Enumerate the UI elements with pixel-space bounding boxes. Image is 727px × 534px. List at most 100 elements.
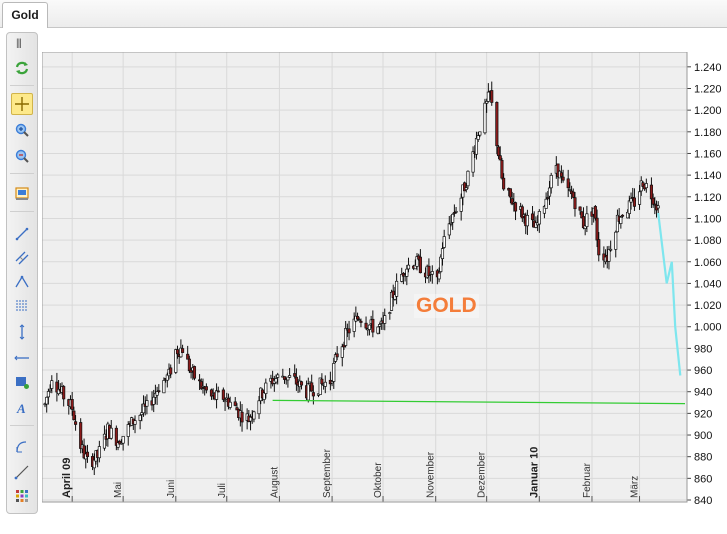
candle-down [632, 197, 636, 207]
candle-down [364, 322, 368, 329]
candle-down [192, 366, 197, 379]
candle-down [356, 315, 360, 320]
candle-up [451, 213, 455, 223]
toolbar-grip-icon[interactable]: ||| [16, 38, 22, 49]
candle-up [607, 249, 611, 262]
plot-area[interactable] [42, 52, 687, 502]
candle-up [644, 183, 648, 189]
candle-up [406, 264, 411, 270]
y-tick-label: 980 [694, 343, 712, 355]
vertical-line-button[interactable] [11, 321, 33, 343]
candle-down [359, 320, 363, 323]
y-tick-label: 1.040 [694, 278, 722, 290]
angle-tool-button[interactable] [11, 271, 33, 293]
candle-down [502, 177, 506, 190]
zoom-in-button[interactable] [11, 119, 33, 141]
price-chart[interactable]: 840 860 880 900 920 940 960 980 1.000 1.020 1.040 1… [42, 52, 727, 504]
candle-up [474, 138, 479, 155]
y-tick-label: 940 [694, 387, 712, 399]
chart-settings-button[interactable] [11, 183, 33, 205]
arc-tool-icon [16, 441, 27, 453]
candle-up [174, 349, 178, 373]
candle-up [549, 174, 553, 189]
refresh-button[interactable] [11, 57, 33, 79]
candle-up [627, 200, 631, 215]
zoom-out-button[interactable] [11, 145, 33, 167]
candle-down [597, 239, 601, 256]
x-tick-label: März [630, 476, 641, 498]
candle-up [459, 197, 463, 212]
candle-up [464, 187, 468, 190]
candle-up [274, 378, 278, 383]
toolbar-separator [10, 85, 34, 86]
candle-down [595, 217, 599, 241]
candle-up [286, 376, 290, 381]
candlestick-chart[interactable]: 840 860 880 900 920 940 960 980 1.000 1.020 1.040 1… [42, 52, 727, 504]
candle-up [340, 346, 344, 358]
candle-up [306, 383, 310, 401]
candle-up [376, 326, 380, 334]
candle-up [145, 400, 149, 407]
overlays [272, 212, 686, 405]
ray-line-icon [14, 465, 29, 480]
candle-up [415, 256, 419, 267]
trend-line-button[interactable] [11, 223, 33, 245]
x-tick-label: Mai [113, 482, 124, 498]
projection-line [657, 212, 682, 376]
channel-line-button[interactable] [11, 247, 33, 269]
horizontal-line-icon [14, 355, 29, 361]
candle-down [85, 451, 90, 457]
candle-down [240, 411, 244, 423]
rectangle-icon [16, 377, 29, 389]
candle-up [449, 222, 453, 225]
candle-down [371, 318, 375, 333]
candle-up [138, 414, 142, 421]
candle-down [347, 328, 351, 334]
candle-up [585, 213, 589, 227]
y-tick-label: 1.080 [694, 235, 722, 247]
candle-down [233, 401, 237, 406]
tab-gold[interactable]: Gold [2, 2, 48, 28]
candle-up [109, 427, 113, 439]
ray-line-button[interactable] [11, 461, 33, 483]
text-tool-icon: A [16, 401, 26, 416]
angle-tool-icon [15, 275, 29, 288]
candle-down [311, 392, 315, 397]
candle-up [440, 248, 445, 260]
crosshair-button[interactable] [11, 93, 33, 115]
y-tick-label: 1.140 [694, 170, 722, 182]
candle-up [152, 396, 156, 405]
candle-up [656, 205, 660, 209]
toolbar-separator [10, 425, 34, 426]
y-tick-label: 1.240 [694, 62, 722, 74]
text-tool-button[interactable]: A [11, 397, 33, 419]
svg-text:A: A [16, 401, 26, 416]
candle-up [223, 400, 227, 403]
candle-up [395, 280, 399, 297]
fibonacci-button[interactable] [11, 295, 33, 317]
color-grid-icon [16, 490, 28, 502]
x-tick-label: November [426, 451, 437, 498]
candle-down [500, 159, 504, 179]
candle-up [483, 102, 487, 134]
candle-up [155, 391, 159, 396]
x-tick-label: April 09 [61, 458, 73, 498]
candle-down [216, 390, 220, 393]
arc-tool-button[interactable] [11, 435, 33, 457]
candle-up [48, 388, 52, 392]
candle-down [198, 379, 202, 382]
candle-up [454, 210, 458, 213]
candle-down [496, 146, 501, 157]
rectangle-button[interactable] [11, 371, 33, 393]
horizontal-line-button[interactable] [11, 347, 33, 369]
candle-up [121, 435, 125, 444]
candle-down [578, 206, 582, 211]
tab-bar: Gold [0, 0, 727, 28]
trend-line-icon [15, 227, 29, 241]
x-tick-label: Januar 10 [528, 447, 540, 498]
color-grid-button[interactable] [11, 485, 33, 507]
y-tick-label: 840 [694, 495, 712, 504]
chart-settings-icon [15, 187, 29, 200]
candle-down [62, 386, 66, 400]
candle-up [476, 135, 480, 140]
